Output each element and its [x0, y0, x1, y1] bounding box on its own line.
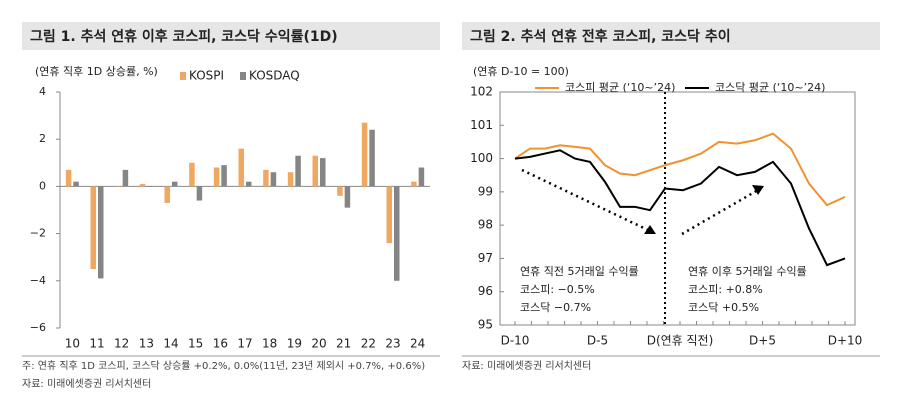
bar	[386, 186, 392, 244]
x-tick-label: 11	[89, 337, 104, 351]
x-tick-label: D+5	[749, 334, 776, 348]
arrow-head	[752, 185, 764, 195]
bar	[189, 162, 195, 187]
y-tick-label: 0	[39, 179, 46, 192]
x-tick-label: 23	[385, 337, 400, 351]
bar	[270, 172, 277, 187]
annotation: 연휴 이후 5거래일 수익률	[688, 264, 807, 278]
bar	[238, 148, 244, 187]
x-tick-label: 19	[287, 337, 302, 351]
x-tick-label: 15	[188, 337, 203, 351]
y-axis-label: (연휴 D-10 = 100)	[473, 65, 569, 78]
annotation: 코스피: −0.5%	[520, 283, 595, 296]
bar	[369, 129, 375, 187]
y-tick-label: 97	[478, 251, 493, 265]
bar	[337, 186, 343, 196]
bar	[411, 181, 417, 187]
bar	[115, 186, 121, 187]
x-tick-label: D-10	[501, 334, 530, 348]
bar	[164, 186, 170, 203]
x-tick-label: 16	[213, 337, 228, 351]
x-tick-label: 20	[311, 337, 326, 351]
legend-swatch	[240, 72, 246, 80]
legend-label: KOSPI	[189, 69, 224, 83]
title-bar	[462, 22, 880, 50]
y-tick-label: 2	[39, 132, 46, 145]
y-tick-label: −6	[30, 321, 46, 334]
line	[514, 149, 846, 267]
note: 자료: 미래에셋증권 리서치센터	[462, 360, 591, 372]
y-axis-label: (연휴 직후 1D 상승률, %)	[35, 65, 158, 78]
annotation: 연휴 직전 5거래일 수익률	[520, 264, 639, 278]
x-tick-label: D+10	[828, 334, 863, 348]
y-tick-label: 102	[470, 85, 493, 99]
x-tick-label: D-5	[587, 334, 608, 348]
bar	[312, 155, 318, 187]
x-tick-label: 17	[237, 337, 252, 351]
y-tick-label: 96	[478, 284, 493, 298]
annotation: 코스피: +0.8%	[688, 283, 763, 296]
title-bar	[22, 22, 440, 50]
y-tick-label: 98	[478, 218, 493, 232]
legend-swatch	[180, 72, 186, 80]
x-tick-label: 14	[163, 337, 178, 351]
legend-label: 코스닥 평균 (‘10~’24)	[715, 81, 825, 94]
bar	[287, 172, 294, 187]
x-tick-label: 12	[114, 337, 129, 351]
bar	[418, 167, 425, 187]
x-tick-label: 18	[262, 337, 277, 351]
chart-title: 그림 2. 추석 연휴 전후 코스피, 코스닥 추이	[470, 28, 731, 45]
bar	[213, 167, 220, 187]
bar	[246, 181, 252, 187]
y-tick-label: 4	[39, 85, 46, 98]
chart-title: 그림 1. 추석 연휴 이후 코스피, 코스닥 수익률(1D)	[30, 28, 338, 45]
bar	[344, 186, 351, 208]
x-tick-label: 24	[410, 337, 425, 351]
y-tick-label: 99	[478, 184, 493, 198]
bar	[361, 122, 368, 187]
annotation: 코스닥 −0.7%	[520, 301, 591, 314]
legend-label: KOSDAQ	[249, 69, 300, 83]
y-tick-label: 95	[478, 318, 493, 332]
arrow	[681, 188, 759, 236]
bar	[139, 184, 146, 187]
y-tick-label: −2	[30, 227, 46, 240]
y-tick-label: 100	[470, 151, 493, 165]
bar	[98, 186, 104, 279]
bar	[122, 169, 129, 187]
bar	[320, 158, 326, 187]
arrow-head	[644, 225, 656, 234]
bar	[196, 186, 203, 201]
x-tick-label: D(연휴 직전)	[647, 334, 714, 348]
line	[514, 132, 846, 207]
bar	[65, 169, 72, 187]
legend-label: 코스피 평균 (‘10~’24)	[565, 81, 675, 94]
x-tick-label: 22	[361, 337, 376, 351]
x-tick-label: 21	[336, 337, 351, 351]
bar	[73, 181, 79, 187]
bar	[90, 186, 96, 269]
arrows	[521, 168, 759, 236]
bar	[263, 169, 269, 187]
annotation: 코스닥 +0.5%	[688, 301, 759, 314]
bar	[295, 155, 301, 187]
note: 자료: 미래에셋증권 리서치센터	[22, 378, 151, 390]
bar	[172, 181, 178, 187]
x-tick-label: 13	[139, 337, 154, 351]
y-tick-label: −4	[30, 274, 46, 287]
bar	[147, 186, 153, 187]
arrow	[521, 168, 649, 232]
bar	[221, 165, 227, 187]
y-tick-label: 101	[470, 118, 493, 132]
plot-frame	[499, 91, 856, 326]
bar	[394, 186, 400, 281]
note: 주: 연휴 직후 1D 코스피, 코스닥 상승률 +0.2%, 0.0%(11년…	[22, 360, 425, 372]
x-tick-label: 10	[65, 337, 80, 351]
